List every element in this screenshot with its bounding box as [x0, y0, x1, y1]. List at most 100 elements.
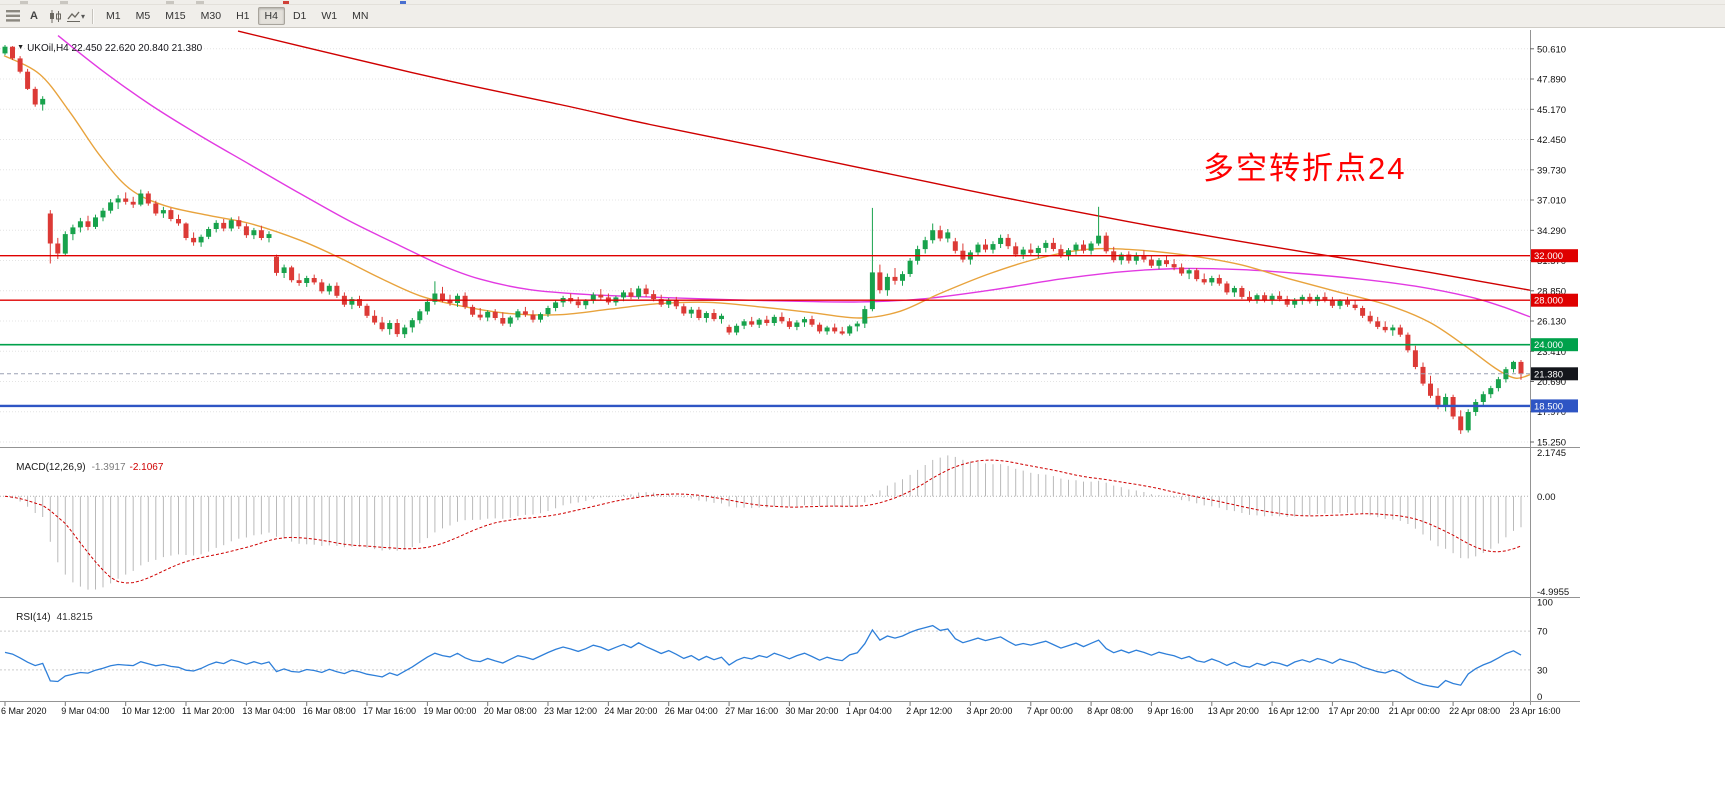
timeframe-button-mn[interactable]: MN: [352, 9, 369, 22]
svg-text:28.850: 28.850: [1537, 286, 1566, 297]
macd-indicator-label: MACD(12,26,9) -1.3917 -2.1067: [5, 451, 163, 484]
timeframe-button-m1[interactable]: M1: [106, 9, 121, 22]
text-tool-button[interactable]: A: [30, 10, 38, 22]
svg-text:23.410: 23.410: [1537, 347, 1566, 358]
svg-text:23 Mar 12:00: 23 Mar 12:00: [544, 706, 597, 716]
price-badge-28.000: [1531, 293, 1578, 307]
svg-text:20 Mar 08:00: 20 Mar 08:00: [484, 706, 537, 716]
svg-text:50.610: 50.610: [1537, 44, 1566, 55]
symbol-timeframe-label: UKOil,H4: [27, 43, 69, 54]
timeframe-button-h4[interactable]: H4: [257, 6, 285, 26]
svg-text:30: 30: [1537, 665, 1548, 676]
chart-mode-dropdown[interactable]: ▾: [66, 7, 86, 25]
svg-text:21.380: 21.380: [1534, 369, 1563, 380]
svg-text:34.290: 34.290: [1537, 226, 1566, 237]
svg-text:22 Apr 08:00: 22 Apr 08:00: [1449, 706, 1500, 716]
svg-text:30 Mar 20:00: 30 Mar 20:00: [785, 706, 838, 716]
macd-value-main: -1.3917: [91, 462, 126, 473]
cutoff-icon: [20, 1, 28, 4]
ma-line-fast-orange: [3, 54, 1530, 379]
ohlc-values: 22.450 22.620 20.840 21.380: [71, 43, 203, 54]
rsi-indicator-label: RSI(14) 41.8215: [5, 601, 93, 634]
svg-text:9 Apr 16:00: 9 Apr 16:00: [1147, 706, 1193, 716]
layout-grid-icon[interactable]: [3, 7, 23, 25]
price-badge-18.500: [1531, 399, 1578, 413]
svg-text:0: 0: [1537, 692, 1542, 703]
timeframe-button-m5[interactable]: M5: [135, 9, 151, 22]
time-axis: 6 Mar 2020 9 Mar 04:00 10 Mar 12:00 11 Mar …: [1, 702, 1561, 716]
rsi-value: 41.8215: [56, 612, 93, 623]
price-axis: 50.610 47.890 45.170 42.450 39.730 37.010 34.2…: [1530, 30, 1578, 705]
bid-price-badge: [1531, 367, 1578, 381]
toolbar-separator: [92, 8, 94, 24]
svg-text:18.500: 18.500: [1534, 401, 1563, 412]
svg-text:47.890: 47.890: [1537, 75, 1566, 86]
svg-text:2 Apr 12:00: 2 Apr 12:00: [906, 706, 952, 716]
svg-text:45.170: 45.170: [1537, 105, 1566, 116]
svg-text:17 Mar 16:00: 17 Mar 16:00: [363, 706, 416, 716]
svg-text:26.130: 26.130: [1537, 317, 1566, 328]
cutoff-icon: [283, 1, 289, 4]
svg-text:9 Mar 04:00: 9 Mar 04:00: [61, 706, 109, 716]
cutoff-icon: [196, 1, 204, 4]
svg-text:26 Mar 04:00: 26 Mar 04:00: [665, 706, 718, 716]
timeframe-button-w1[interactable]: W1: [321, 9, 338, 22]
svg-text:20.690: 20.690: [1537, 377, 1566, 388]
macd-value-signal: -2.1067: [129, 462, 164, 473]
svg-text:37.010: 37.010: [1537, 196, 1566, 207]
svg-text:24.000: 24.000: [1534, 340, 1563, 351]
svg-text:13 Mar 04:00: 13 Mar 04:00: [242, 706, 295, 716]
macd-name: MACD(12,26,9): [16, 462, 86, 473]
svg-text:17 Apr 20:00: 17 Apr 20:00: [1328, 706, 1379, 716]
svg-text:16 Mar 08:00: 16 Mar 08:00: [303, 706, 356, 716]
cutoff-icon: [166, 1, 174, 4]
svg-text:23 Apr 16:00: 23 Apr 16:00: [1510, 706, 1561, 716]
svg-text:17.970: 17.970: [1537, 407, 1566, 418]
svg-text:8 Apr 08:00: 8 Apr 08:00: [1087, 706, 1133, 716]
timeframe-button-h1[interactable]: H1: [236, 9, 250, 22]
timeframe-button-d1[interactable]: D1: [292, 9, 307, 22]
svg-text:39.730: 39.730: [1537, 165, 1566, 176]
svg-text:2.1745: 2.1745: [1537, 448, 1566, 459]
svg-text:15.250: 15.250: [1537, 438, 1566, 449]
svg-text:28.000: 28.000: [1534, 296, 1563, 307]
timeframe-button-m30[interactable]: M30: [200, 9, 222, 22]
svg-text:70: 70: [1537, 627, 1548, 638]
price-badge-32.000: [1531, 249, 1578, 263]
timeframe-group: M1 M5 M15 M30 H1 H4 D1 W1 MN: [99, 6, 375, 26]
macd-histogram: [12, 455, 1522, 590]
price-badge-24.000: [1531, 338, 1578, 352]
svg-text:21 Apr 00:00: 21 Apr 00:00: [1389, 706, 1440, 716]
svg-text:42.450: 42.450: [1537, 135, 1566, 146]
candlestick-mode-icon[interactable]: [45, 7, 65, 25]
chart-header: ▼ UKOil,H4 22.450 22.620 20.840 21.380: [6, 32, 202, 65]
svg-text:32.000: 32.000: [1534, 251, 1563, 262]
cutoff-icon: [400, 1, 406, 4]
svg-text:7 Apr 00:00: 7 Apr 00:00: [1027, 706, 1073, 716]
svg-text:24 Mar 20:00: 24 Mar 20:00: [604, 706, 657, 716]
chevron-down-icon: ▾: [81, 11, 86, 21]
price-plot[interactable]: [0, 30, 1530, 443]
svg-text:13 Apr 20:00: 13 Apr 20:00: [1208, 706, 1259, 716]
svg-text:16 Apr 12:00: 16 Apr 12:00: [1268, 706, 1319, 716]
cutoff-icon: [60, 1, 68, 4]
svg-text:10 Mar 12:00: 10 Mar 12:00: [122, 706, 175, 716]
ma-line-slow-red: [237, 30, 1530, 291]
svg-text:6 Mar 2020: 6 Mar 2020: [1, 706, 47, 716]
chart-toolbar: A ▾ M1 M5 M15 M30 H1 H4 D1 W1 MN: [0, 5, 1725, 28]
svg-text:100: 100: [1537, 598, 1553, 609]
svg-text:1 Apr 04:00: 1 Apr 04:00: [846, 706, 892, 716]
cutoff-toolbar-row: [0, 0, 1725, 5]
svg-text:0.00: 0.00: [1537, 492, 1556, 503]
svg-text:11 Mar 20:00: 11 Mar 20:00: [182, 706, 234, 716]
rsi-name: RSI(14): [16, 612, 51, 623]
svg-text:19 Mar 00:00: 19 Mar 00:00: [423, 706, 476, 716]
rsi-line: [4, 624, 1522, 689]
one-click-trading-icon[interactable]: ▼: [17, 44, 25, 51]
svg-text:3 Apr 20:00: 3 Apr 20:00: [966, 706, 1012, 716]
svg-text:-4.9955: -4.9955: [1537, 587, 1569, 598]
chart-annotation[interactable]: 多空转折点24: [1203, 151, 1407, 186]
timeframe-button-m15[interactable]: M15: [165, 9, 186, 22]
